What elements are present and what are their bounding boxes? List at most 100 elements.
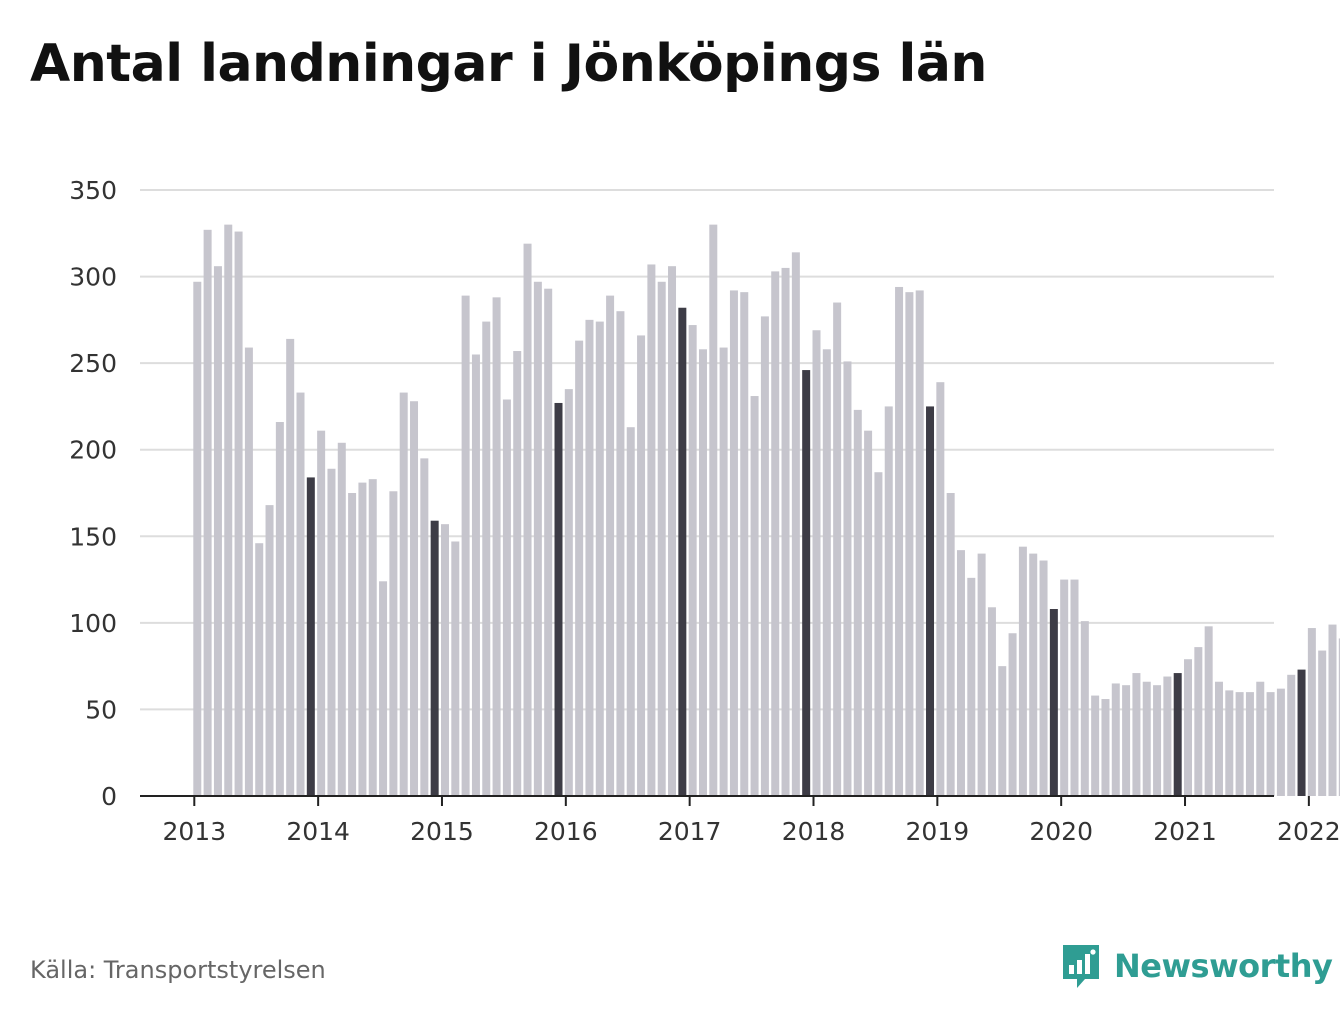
bar — [606, 295, 615, 796]
bar — [306, 477, 315, 796]
bar — [389, 491, 398, 796]
bar — [554, 402, 563, 796]
bar — [987, 607, 996, 796]
bar — [946, 493, 955, 796]
bar — [193, 281, 202, 796]
bar — [1318, 650, 1327, 796]
x-tick-label: 2020 — [1029, 817, 1093, 846]
y-tick-label: 300 — [69, 263, 117, 292]
bar — [203, 229, 212, 796]
bar — [616, 311, 625, 796]
bar — [358, 482, 367, 796]
x-tick-label: 2017 — [658, 817, 722, 846]
bar — [1101, 699, 1110, 796]
bar — [791, 252, 800, 796]
x-tick-label: 2016 — [534, 817, 598, 846]
bar — [1008, 633, 1017, 796]
bar — [719, 347, 728, 796]
bars — [193, 224, 1340, 797]
bar — [864, 430, 873, 796]
bar — [1142, 681, 1151, 796]
bar — [1173, 673, 1182, 796]
x-tick-label: 2022 — [1277, 817, 1340, 846]
bar — [760, 316, 769, 796]
bar — [234, 231, 243, 796]
bar — [977, 553, 986, 796]
bar — [967, 577, 976, 796]
x-axis: 2013 2014 2015 2016 2017 2018 2019 2020 2021 2022 — [140, 795, 1340, 846]
y-tick-label: 150 — [69, 522, 117, 551]
bar — [327, 468, 336, 796]
bar — [1018, 546, 1027, 796]
bar — [1235, 692, 1244, 796]
bar — [492, 297, 501, 796]
bar — [657, 281, 666, 796]
bar — [399, 392, 408, 796]
bar — [1029, 553, 1038, 796]
bar — [802, 370, 811, 796]
bar — [224, 224, 233, 797]
bar — [936, 382, 945, 796]
bar — [915, 290, 924, 796]
bar — [482, 321, 491, 796]
x-tick-label: 2013 — [162, 817, 226, 846]
bar — [1297, 669, 1306, 796]
bar — [1060, 579, 1069, 796]
bar — [296, 392, 305, 796]
bar — [688, 325, 697, 796]
bar — [822, 349, 831, 796]
bar — [895, 286, 904, 796]
bar — [647, 264, 656, 796]
bar — [1153, 685, 1162, 796]
bar — [317, 430, 326, 796]
bar — [368, 479, 377, 796]
bar — [244, 347, 253, 796]
bar — [1091, 695, 1100, 796]
bar — [926, 406, 935, 796]
bar — [781, 267, 790, 796]
bar — [1184, 659, 1193, 796]
bar — [998, 666, 1007, 796]
x-tick-label: 2015 — [410, 817, 474, 846]
bar — [1194, 647, 1203, 796]
bar — [1204, 626, 1213, 796]
bar — [853, 409, 862, 796]
y-tick-label: 50 — [85, 695, 117, 724]
bar — [771, 271, 780, 796]
y-tick-label: 0 — [101, 782, 117, 811]
bar — [709, 224, 718, 797]
bar — [471, 354, 480, 796]
bar — [451, 541, 460, 796]
bar — [884, 406, 893, 796]
chart-title: Antal landningar i Jönköpings län — [30, 34, 987, 94]
bar — [379, 581, 388, 796]
bar — [544, 288, 553, 796]
bar — [843, 361, 852, 796]
x-tick-label: 2014 — [286, 817, 350, 846]
x-tick-label: 2021 — [1153, 817, 1217, 846]
bar — [1287, 674, 1296, 796]
bar — [1132, 673, 1141, 796]
bar — [1245, 692, 1254, 796]
bar — [874, 472, 883, 796]
bar — [812, 330, 821, 796]
y-tick-label: 350 — [69, 176, 117, 205]
bar — [668, 266, 677, 796]
bar — [1122, 685, 1131, 796]
y-tick-label: 250 — [69, 349, 117, 378]
bar — [275, 422, 284, 796]
bar — [1214, 681, 1223, 796]
bar — [533, 281, 542, 796]
brand-logo[interactable]: Newsworthy — [1060, 940, 1333, 992]
bar — [1163, 676, 1172, 796]
bar — [1080, 621, 1089, 796]
bar — [698, 349, 707, 796]
bar — [564, 389, 573, 796]
source-note: Källa: Transportstyrelsen — [30, 956, 326, 984]
brand-name: Newsworthy — [1114, 947, 1333, 985]
bar — [750, 396, 759, 796]
x-tick-label: 2019 — [906, 817, 970, 846]
bar — [833, 302, 842, 796]
bar — [637, 335, 646, 796]
